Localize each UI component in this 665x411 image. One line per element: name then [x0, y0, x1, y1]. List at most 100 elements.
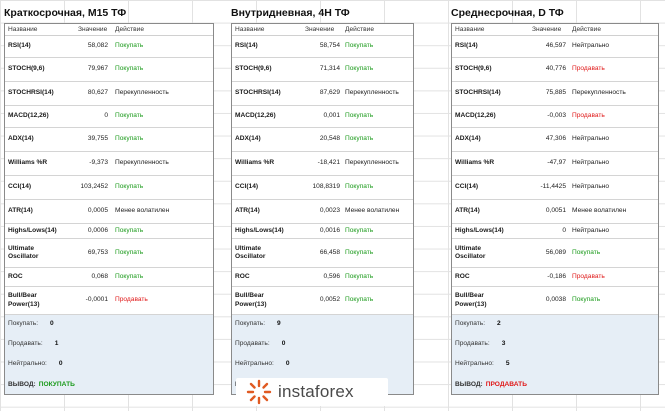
indicator-row: RSI(14) 58,754 Покупать: [232, 36, 413, 58]
summary-neutral-count-line: Нейтрально: 0: [235, 360, 290, 367]
indicator-name: ADX(14): [8, 135, 34, 143]
indicator-action: Продавать: [115, 296, 148, 304]
indicator-name: MACD(12,26): [455, 112, 496, 120]
indicator-action: Менее волатилен: [572, 207, 627, 215]
indicator-value: 0,0023: [319, 207, 340, 215]
indicator-name: RSI(14): [455, 42, 478, 50]
indicator-name: Ultimate Oscillator: [235, 244, 266, 261]
indicator-name: CCI(14): [455, 183, 479, 191]
summary-label: Нейтрально:: [8, 360, 47, 367]
indicator-action: Покупать: [115, 65, 144, 73]
indicator-action: Покупать: [115, 248, 144, 256]
indicator-action: Менее волатилен: [115, 207, 170, 215]
indicator-action: Менее волатилен: [345, 207, 400, 215]
indicator-action: Покупать: [345, 272, 374, 280]
summary-label: Покупать:: [235, 320, 266, 327]
indicator-action: Покупать: [345, 183, 374, 191]
indicator-panel-3: Среднесрочная, D ТФ Название Значение Дейст…: [451, 4, 659, 404]
indicator-row: ADX(14) 20,548 Покупать: [232, 128, 413, 152]
header-name: Название: [8, 26, 38, 33]
indicator-row: Highs/Lows(14) 0,0016 Покупать: [232, 224, 413, 239]
indicator-value: 79,967: [87, 65, 108, 73]
summary-block: Покупать: 2 Продавать: 3 Нейтрально: 5 ВЫВОД: П…: [452, 315, 658, 394]
indicator-value: 0: [562, 226, 566, 234]
indicator-name: Ultimate Oscillator: [8, 244, 39, 261]
indicator-action: Покупать: [345, 135, 374, 143]
indicator-row: CCI(14) 108,8319 Покупать: [232, 176, 413, 200]
indicator-action: Продавать: [572, 112, 605, 120]
indicator-name: ATR(14): [235, 207, 260, 215]
indicator-name: STOCH(9,6): [235, 65, 272, 73]
summary-sell-count: 0: [281, 340, 286, 347]
header-action: Действие: [115, 26, 144, 33]
summary-label: Продавать:: [235, 340, 270, 347]
panel-title: Среднесрочная, D ТФ: [451, 7, 564, 19]
indicator-name: RSI(14): [235, 42, 258, 50]
indicator-action: Покупать: [345, 42, 374, 50]
summary-sell-count-line: Продавать: 0: [235, 340, 285, 347]
indicator-value: 40,776: [545, 65, 566, 73]
indicator-value: 0,0005: [87, 207, 108, 215]
indicator-row: Bull/Bear Power(13) 0,0038 Покупать: [452, 287, 658, 315]
indicator-action: Покупать: [115, 272, 144, 280]
indicator-action: Нейтрально: [572, 183, 610, 191]
indicator-row: ATR(14) 0,0023 Менее волатилен: [232, 200, 413, 224]
indicator-name: Bull/Bear Power(13): [235, 292, 267, 308]
indicator-value: -0,186: [547, 272, 566, 280]
header-name: Название: [235, 26, 265, 33]
indicator-row: Bull/Bear Power(13) -0,0001 Продавать: [5, 287, 213, 315]
summary-sell-count: 3: [501, 340, 506, 347]
indicator-name: Williams %R: [8, 159, 48, 167]
indicator-value: 108,8319: [312, 183, 340, 191]
indicator-name: ROC: [235, 272, 250, 280]
indicator-action: Покупать: [572, 248, 601, 256]
indicator-value: 0,0006: [87, 226, 108, 234]
indicator-name: ATR(14): [8, 207, 33, 215]
indicator-action: Покупать: [115, 183, 144, 191]
indicator-name: STOCH(9,6): [8, 65, 45, 73]
summary-label: Покупать:: [8, 320, 39, 327]
summary-neutral-count: 0: [285, 360, 290, 367]
indicator-table: Название Значение Действие RSI(14) 46,597 Ней…: [451, 23, 659, 395]
summary-buy-count: 9: [277, 320, 281, 327]
indicator-name: Bull/Bear Power(13): [8, 292, 40, 308]
indicator-action: Покупать: [115, 226, 144, 234]
summary-neutral-count: 5: [505, 360, 510, 367]
verdict-label: ВЫВОД:: [455, 381, 483, 388]
indicator-row: Williams %R -9,373 Перекупленность: [5, 152, 213, 176]
summary-buy-count-line: Покупать: 0: [8, 320, 54, 327]
indicator-panel-2: Внутридневная, 4H ТФ Название Значение Дейс…: [231, 4, 414, 404]
header-name: Название: [455, 26, 485, 33]
indicator-action: Перекупленность: [572, 89, 626, 97]
indicator-action: Покупать: [345, 226, 374, 234]
indicator-row: RSI(14) 46,597 Нейтрально: [452, 36, 658, 58]
indicator-action: Продавать: [572, 65, 605, 73]
indicator-value: -0,003: [547, 112, 566, 120]
indicator-name: ADX(14): [235, 135, 261, 143]
header-action: Действие: [345, 26, 374, 33]
summary-label: Нейтрально:: [455, 360, 494, 367]
indicator-panel-1: Краткосрочная, M15 ТФ Название Значение Дей…: [4, 4, 214, 404]
indicator-row: STOCH(9,6) 71,314 Покупать: [232, 58, 413, 82]
indicator-name: Ultimate Oscillator: [455, 244, 486, 261]
indicator-action: Покупать: [572, 296, 601, 304]
indicator-action: Нейтрально: [572, 135, 610, 143]
indicator-row: STOCHRSI(14) 80,627 Перекупленность: [5, 82, 213, 106]
summary-sell-count-line: Продавать: 3: [455, 340, 505, 347]
indicator-action: Покупать: [115, 135, 144, 143]
indicator-value: 103,2452: [80, 183, 108, 191]
indicator-row: CCI(14) 103,2452 Покупать: [5, 176, 213, 200]
indicator-action: Покупать: [345, 65, 374, 73]
indicator-value: 20,548: [319, 135, 340, 143]
indicator-name: MACD(12,26): [8, 112, 49, 120]
indicator-name: Highs/Lows(14): [455, 226, 504, 234]
indicator-row: ROC -0,186 Продавать: [452, 268, 658, 287]
indicator-value: 0,0051: [545, 207, 566, 215]
indicator-row: CCI(14) -11,4425 Нейтрально: [452, 176, 658, 200]
indicator-row: Highs/Lows(14) 0 Нейтрально: [452, 224, 658, 239]
indicator-action: Перекупленность: [115, 89, 169, 97]
indicator-name: STOCH(9,6): [455, 65, 492, 73]
summary-sell-count: 1: [54, 340, 59, 347]
indicator-row: MACD(12,26) -0,003 Продавать: [452, 106, 658, 128]
verdict-line: ВЫВОД:ПОКУПАТЬ: [8, 381, 75, 388]
